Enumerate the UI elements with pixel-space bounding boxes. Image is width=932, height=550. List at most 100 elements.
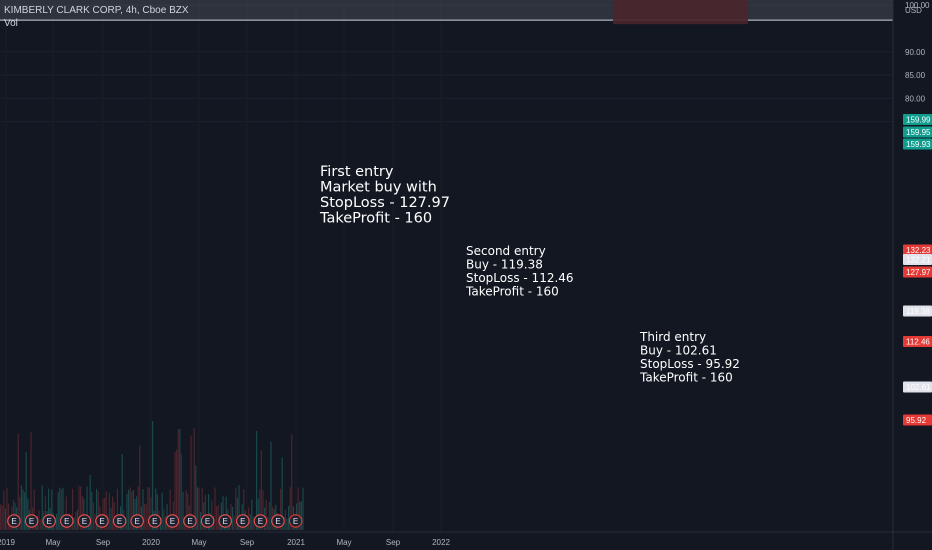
volume-bar (233, 515, 235, 530)
annotation-line: First entry (320, 164, 394, 180)
price-badge-label: 119.38 (906, 307, 930, 316)
volume-bar (112, 496, 114, 530)
volume-bar (259, 489, 261, 530)
volume-bar (156, 494, 158, 530)
price-badge (903, 266, 932, 278)
price-badge-label: 132.23 (906, 246, 931, 255)
annotation-line: TakeProfit - 160 (319, 211, 432, 227)
volume-bar (222, 496, 224, 530)
earnings-marker[interactable] (183, 514, 197, 528)
earnings-marker[interactable] (95, 514, 109, 528)
volume-bar (131, 491, 133, 530)
x-tick-label: 2019 (0, 538, 15, 547)
earnings-marker[interactable] (77, 514, 92, 528)
volume-bar (40, 519, 42, 530)
earnings-marker-label: E (29, 517, 34, 526)
earnings-marker[interactable] (288, 514, 303, 528)
x-tick-label: 2021 (287, 538, 305, 547)
volume-bar (110, 507, 112, 530)
volume-bar (198, 487, 200, 530)
volume-bar (280, 488, 282, 530)
position-boxes[interactable] (308, 0, 748, 25)
earnings-marker[interactable] (200, 514, 215, 528)
earnings-marker[interactable] (112, 514, 127, 528)
price-badge (903, 254, 932, 265)
time-axis[interactable]: 2019 May Sep 2020 May Sep 2021 May Sep 2022 (0, 538, 450, 547)
volume-bar (187, 493, 189, 530)
y-tick-label: 80.00 (905, 94, 926, 103)
annotation-line: StopLoss - 127.97 (320, 195, 450, 211)
volume-bar (81, 495, 83, 530)
volume-bar (268, 502, 270, 530)
earnings-marker-label: E (170, 517, 175, 526)
position-loss-zone[interactable] (613, 0, 748, 25)
x-tick-label: Sep (386, 538, 401, 547)
volume-bar (164, 516, 166, 530)
price-badge (903, 114, 932, 125)
annotation-line: Second entry (466, 244, 546, 258)
volume-bar (182, 491, 184, 530)
earnings-marker[interactable] (42, 514, 56, 528)
earnings-marker[interactable] (165, 514, 180, 528)
volume-bar (300, 501, 302, 530)
volume-bar (251, 499, 253, 530)
volume-bar (134, 499, 136, 530)
earnings-marker[interactable] (218, 514, 232, 528)
earnings-marker[interactable] (271, 514, 285, 528)
earnings-marker-label: E (64, 517, 69, 526)
volume-bar (27, 498, 29, 530)
volume-bar (62, 487, 64, 530)
earnings-marker[interactable] (236, 514, 250, 528)
volume-bar (217, 504, 219, 530)
price-badge-label: 159.93 (906, 140, 931, 149)
earnings-marker[interactable] (130, 514, 144, 528)
volume-bar (20, 485, 22, 530)
volume-bar (232, 507, 234, 530)
volume-bar (75, 512, 77, 530)
earnings-marker[interactable] (60, 514, 74, 528)
volume-bar (116, 488, 118, 530)
volume-bar (91, 491, 93, 530)
volume-bar (195, 465, 197, 530)
x-tick-label: 2022 (432, 538, 450, 547)
volume-bar (284, 509, 286, 530)
volume-bar (281, 457, 283, 530)
volume-bar (17, 433, 19, 530)
annotation-line: Buy - 102.61 (640, 344, 717, 358)
volume-bar (176, 449, 178, 530)
annotation-line: TakeProfit - 160 (639, 371, 733, 385)
volume-bar (243, 489, 245, 530)
volume-bar (51, 489, 53, 530)
volume-bar (152, 421, 154, 530)
earnings-marker[interactable] (24, 514, 39, 528)
earnings-marker[interactable] (148, 514, 162, 528)
volume-bar (1, 505, 3, 530)
x-tick-label: May (191, 538, 206, 547)
volume-bar (97, 491, 99, 530)
volume-bar (96, 488, 98, 530)
volume-bar (163, 508, 165, 530)
earnings-marker[interactable] (253, 514, 268, 528)
earnings-marker-label: E (47, 517, 52, 526)
earnings-marker[interactable] (7, 514, 21, 528)
price-badge-label: 159.95 (906, 128, 931, 137)
volume-bar (128, 489, 130, 530)
volume-bar (136, 496, 138, 530)
volume-bar (142, 489, 144, 530)
volume-bar (105, 491, 107, 530)
volume-bar (30, 432, 32, 530)
volume-bar (19, 497, 21, 530)
x-tick-label: Sep (96, 538, 111, 547)
price-badge (903, 305, 932, 317)
volume-bar (169, 489, 171, 530)
volume-bar (201, 487, 203, 530)
earnings-marker-label: E (240, 517, 245, 526)
annotation-line: Buy - 119.38 (466, 258, 543, 272)
y-tick-label: 85.00 (905, 71, 926, 80)
volume-bar (86, 486, 88, 530)
y-tick-label: 90.00 (905, 48, 926, 57)
volume-bar (190, 435, 192, 530)
